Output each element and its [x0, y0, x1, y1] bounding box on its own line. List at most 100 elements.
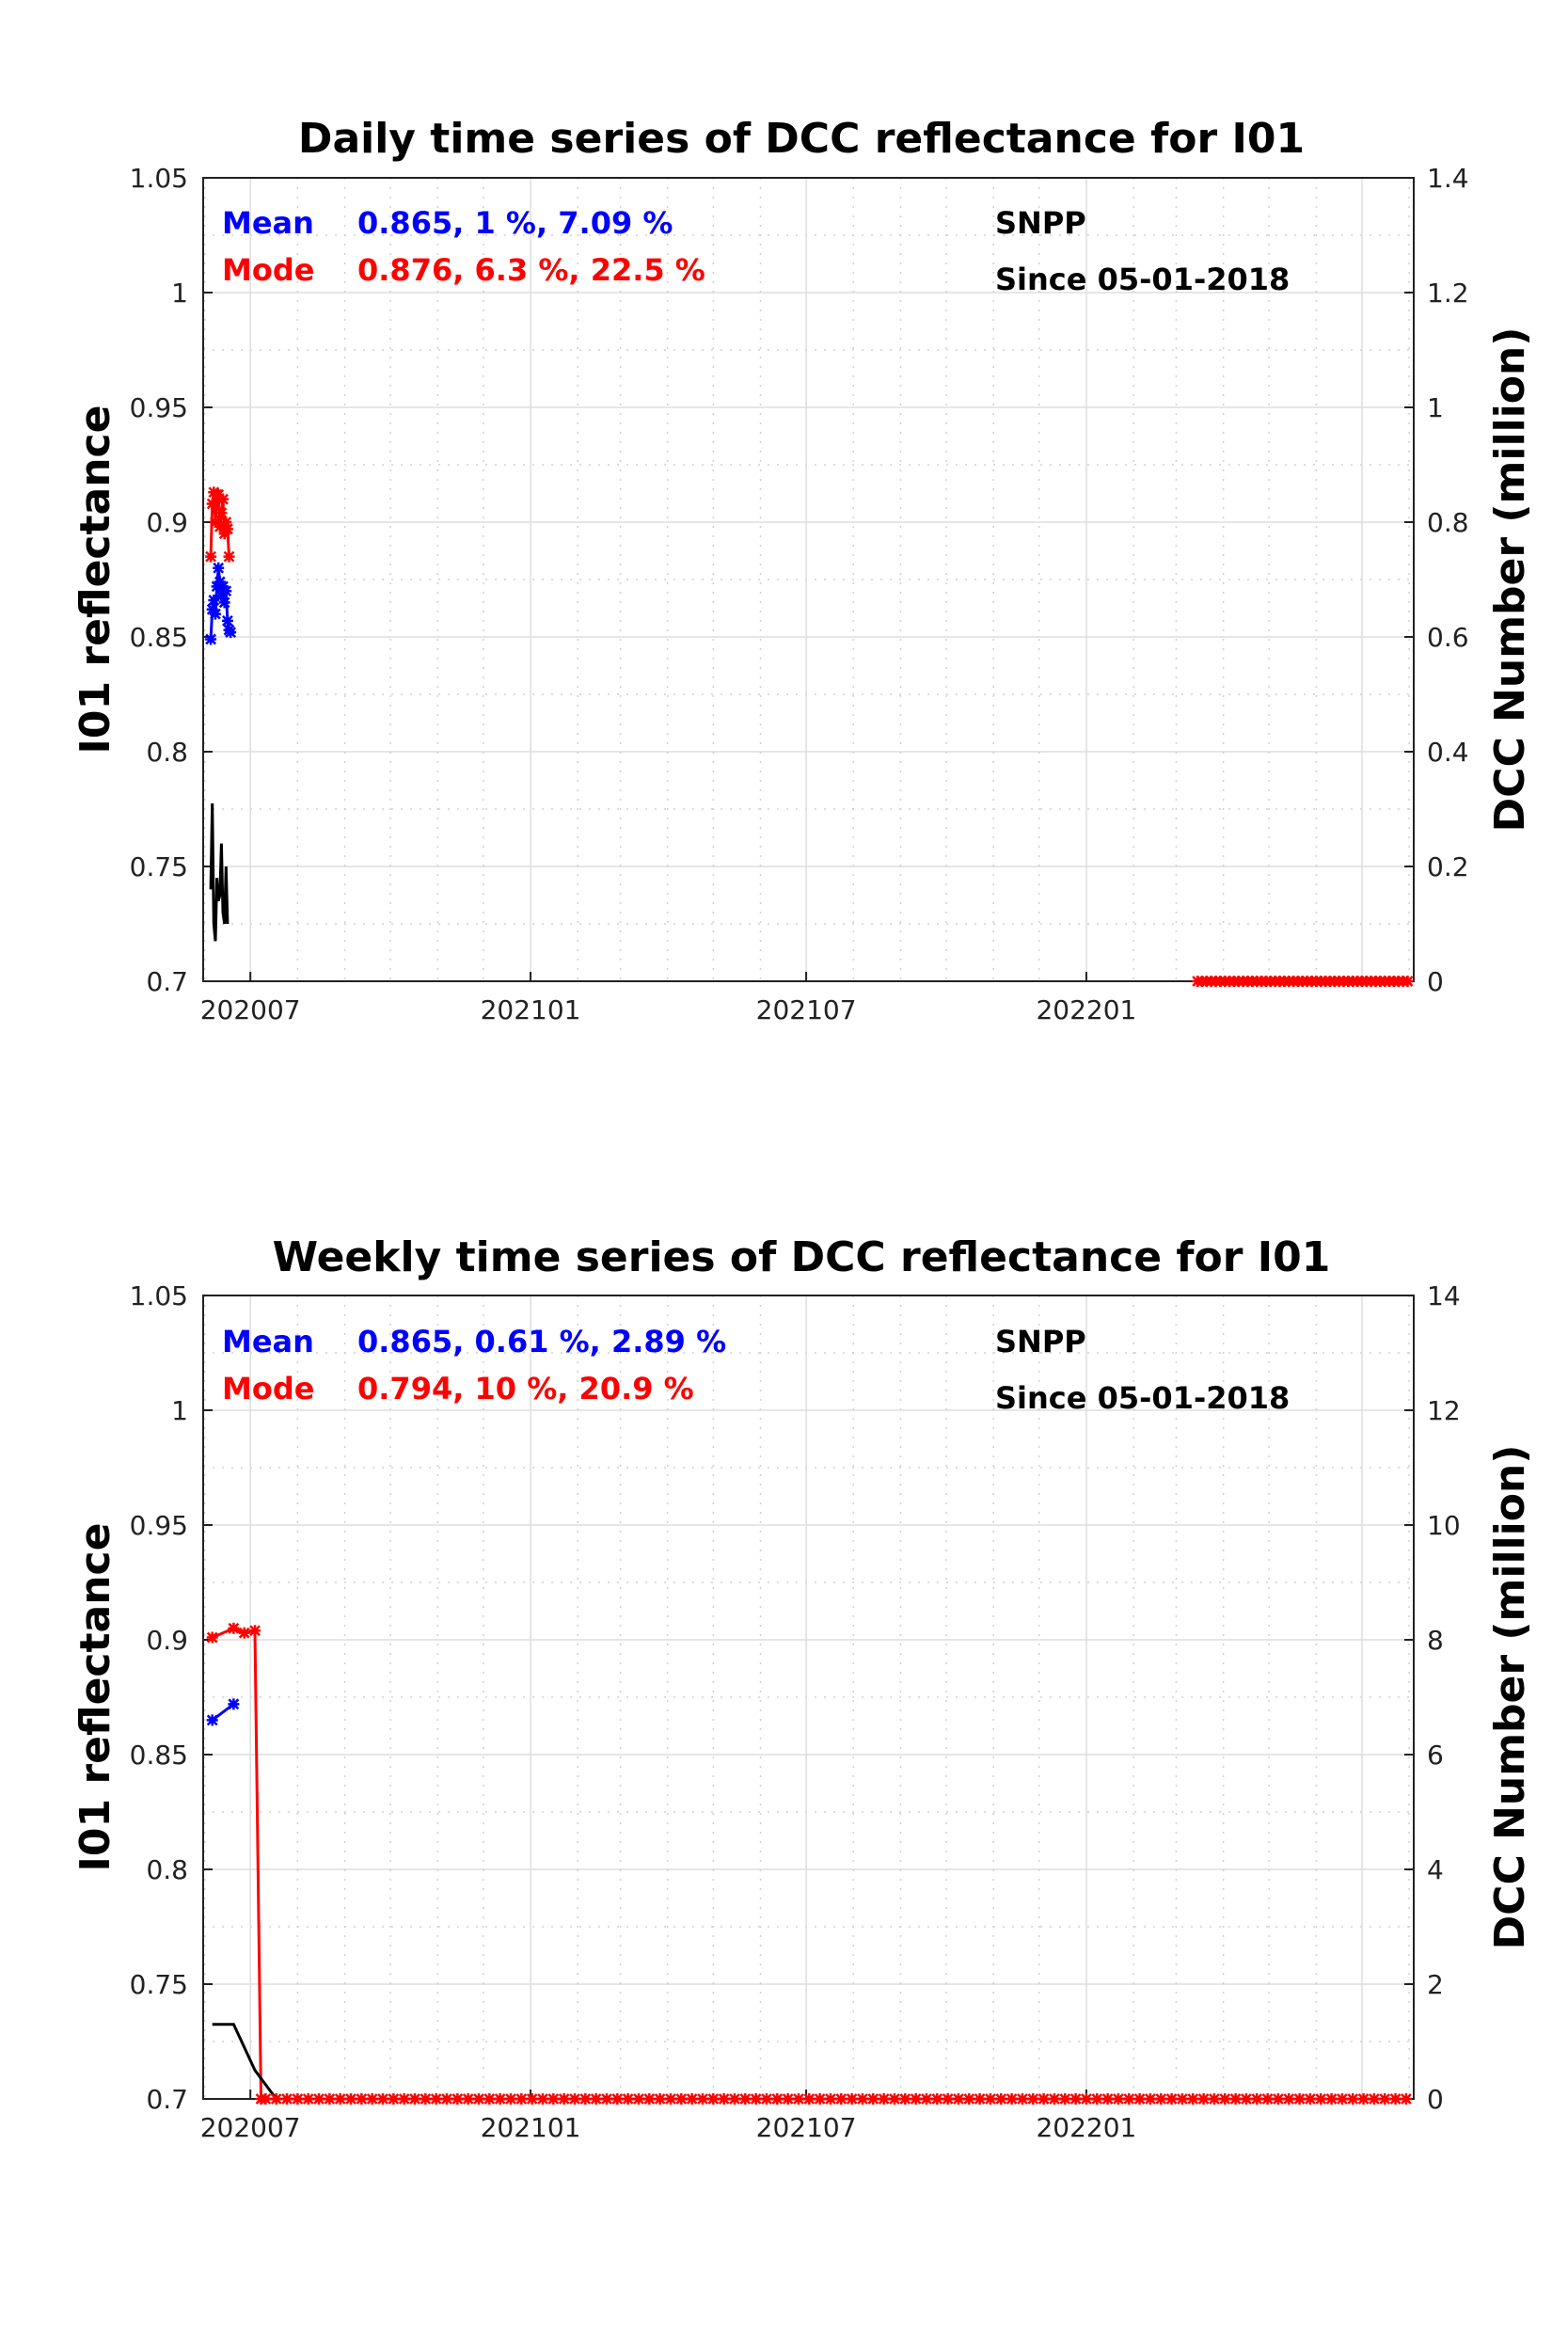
data-point-marker: [824, 2093, 836, 2105]
y2-tick-label: 0.2: [1427, 851, 1469, 882]
data-point-marker: [377, 2093, 389, 2105]
y2-tick-label: 0.4: [1427, 737, 1469, 768]
data-point-marker: [1123, 2093, 1135, 2105]
data-point-marker: [643, 2093, 656, 2105]
data-point-marker: [473, 2093, 485, 2105]
y-axis-left: 0.7 0.75 0.8 0.85 0.9 0.95 1 1.05: [130, 1280, 213, 2115]
y-axis-left: 0.7 0.75 0.8 0.85 0.9 0.95 1 1.05: [130, 163, 213, 997]
data-point-marker: [846, 2093, 858, 2105]
data-point-marker: [220, 585, 232, 597]
mean-stats: 0.865, 1 %, 7.09 %: [357, 205, 673, 241]
data-point-marker: [803, 2093, 816, 2105]
series-mode-zero-: [260, 2093, 1412, 2105]
data-point-marker: [420, 2093, 432, 2105]
data-point-marker: [686, 2093, 698, 2105]
data-point-marker: [1400, 2093, 1412, 2105]
y-tick-label: 1: [171, 1395, 188, 1426]
data-point-marker: [205, 633, 217, 645]
data-point-marker: [1389, 2093, 1402, 2105]
data-point-marker: [206, 498, 218, 510]
series-mean: [206, 1698, 240, 1726]
mode-stats: 0.794, 10 %, 20.9 %: [357, 1371, 694, 1406]
y2-tick-label: 6: [1427, 1740, 1444, 1771]
data-point-marker: [494, 2093, 506, 2105]
y-tick-label: 1.05: [130, 1280, 188, 1311]
y2-tick-label: 0.8: [1427, 507, 1469, 538]
data-point-marker: [302, 2093, 314, 2105]
data-point-marker: [217, 493, 230, 505]
y-tick-label: 0.8: [146, 1854, 188, 1885]
data-point-marker: [1315, 2093, 1327, 2105]
y2-tick-label: 12: [1427, 1395, 1461, 1426]
data-point-marker: [1133, 2093, 1146, 2105]
data-point-marker: [1240, 2093, 1252, 2105]
data-point-marker: [1379, 2093, 1391, 2105]
mode-stats: 0.876, 6.3 %, 22.5 %: [357, 252, 705, 288]
y2-tick-label: 1.4: [1427, 163, 1469, 194]
data-point-marker: [760, 2093, 772, 2105]
y2-axis-label: DCC Number (million): [1486, 1445, 1534, 1950]
data-point-marker: [221, 614, 233, 627]
since-label: Since 05-01-2018: [995, 1380, 1290, 1416]
data-point-marker: [206, 1631, 218, 1644]
y-tick-label: 0.85: [130, 622, 188, 653]
data-point-marker: [1336, 2093, 1348, 2105]
data-point-marker: [221, 523, 233, 535]
data-point-marker: [558, 2093, 570, 2105]
data-point-marker: [1325, 2093, 1338, 2105]
y2-tick-label: 1: [1427, 392, 1444, 423]
data-point-marker: [1197, 2093, 1210, 2105]
data-point-marker: [451, 2093, 464, 2105]
x-tick-label: 202107: [756, 2112, 857, 2143]
since-label: Since 05-01-2018: [995, 262, 1290, 297]
data-point-marker: [771, 2093, 784, 2105]
data-point-marker: [1208, 2093, 1220, 2105]
data-point-marker: [215, 507, 228, 519]
data-point-marker: [1144, 2093, 1156, 2105]
data-point-marker: [238, 1627, 250, 1639]
series-line: [212, 2023, 277, 2100]
y2-tick-label: 0.6: [1427, 622, 1469, 653]
data-point-marker: [888, 2093, 900, 2105]
data-point-marker: [537, 2093, 549, 2105]
series-layer: [206, 1622, 1412, 2105]
plot-frame: [202, 1295, 1415, 2100]
data-point-marker: [292, 2093, 304, 2105]
data-point-marker: [1176, 2093, 1188, 2105]
y-tick-label: 0.85: [130, 1740, 188, 1771]
data-point-marker: [388, 2093, 400, 2105]
y2-tick-label: 2: [1427, 1969, 1444, 2000]
data-point-marker: [1293, 2093, 1306, 2105]
series-dcc-number: [212, 2023, 277, 2100]
satellite-label: SNPP: [995, 205, 1086, 241]
data-point-marker: [1229, 2093, 1242, 2105]
data-point-marker: [632, 2093, 644, 2105]
data-point-marker: [1016, 2093, 1028, 2105]
data-point-marker: [1165, 2093, 1178, 2105]
y2-axis-label: DCC Number (million): [1486, 327, 1534, 833]
data-point-marker: [334, 2093, 346, 2105]
data-point-marker: [835, 2093, 847, 2105]
data-point-marker: [409, 2093, 421, 2105]
y-tick-label: 0.7: [146, 2084, 188, 2115]
data-point-marker: [225, 627, 237, 639]
data-point-marker: [228, 1698, 240, 1710]
data-point-marker: [218, 596, 230, 609]
data-point-marker: [1059, 2093, 1071, 2105]
data-point-marker: [313, 2093, 325, 2105]
y-tick-label: 0.7: [146, 966, 188, 997]
y2-tick-label: 8: [1427, 1625, 1444, 1656]
data-point-marker: [1357, 2093, 1370, 2105]
data-point-marker: [878, 2093, 890, 2105]
mean-stats: 0.865, 0.61 %, 2.89 %: [357, 1324, 726, 1359]
data-point-marker: [963, 2093, 975, 2105]
y2-tick-label: 10: [1427, 1510, 1461, 1541]
data-point-marker: [1402, 976, 1414, 987]
x-axis: 202007 202101 202107 202201: [200, 2090, 1136, 2143]
data-point-marker: [611, 2093, 624, 2105]
data-point-marker: [664, 2093, 676, 2105]
data-point-marker: [718, 2093, 730, 2105]
data-point-marker: [814, 2093, 826, 2105]
data-point-marker: [505, 2093, 517, 2105]
